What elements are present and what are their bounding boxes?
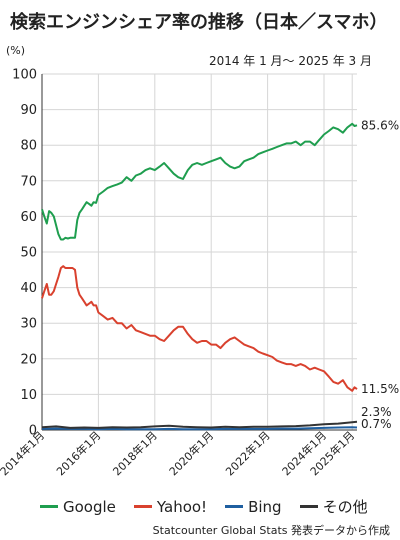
- y-axis-unit: (%): [6, 44, 26, 57]
- chart-title: 検索エンジンシェア率の推移（日本／スマホ）: [10, 12, 388, 33]
- x-tick-label-0: 2014年1月: [0, 428, 47, 478]
- series-line-bing: [41, 426, 358, 431]
- y-tick-label-40: 40: [20, 281, 37, 296]
- legend-swatch-google: [40, 505, 58, 508]
- series-line-other: [41, 420, 358, 429]
- y-tick-label-100: 100: [12, 68, 37, 83]
- end-label-other: 2.3%: [361, 405, 392, 419]
- legend-swatch-yahoo: [133, 505, 152, 508]
- legend-label-bing: Bing: [248, 497, 282, 516]
- source-note: Statcounter Global Stats 発表データから作成: [152, 524, 390, 537]
- series-line-yahoo: [41, 265, 358, 392]
- legend-item-bing: Bing: [225, 496, 282, 517]
- x-tick-label-1: 2016年1月: [53, 428, 103, 478]
- y-tick-label-30: 30: [20, 317, 37, 332]
- x-tick-label-3: 2020年1月: [166, 428, 216, 478]
- y-tick-label-80: 80: [20, 139, 37, 154]
- chart-subtitle: 2014 年 1 月～ 2025 年 3 月: [208, 54, 372, 68]
- x-tick-label-4: 2022年1月: [223, 428, 273, 478]
- legend-swatch-bing: [225, 505, 244, 508]
- legend-swatch-other: [299, 505, 318, 508]
- end-label-yahoo: 11.5%: [361, 382, 399, 396]
- legend-item-google: Google: [40, 496, 116, 517]
- x-tick-label-2: 2018年1月: [110, 428, 160, 478]
- legend-label-google: Google: [63, 497, 116, 516]
- y-tick-label-60: 60: [20, 210, 37, 225]
- legend: Google Yahoo! Bing その他: [40, 496, 368, 517]
- y-tick-label-10: 10: [20, 388, 37, 403]
- y-tick-label-90: 90: [20, 103, 37, 118]
- y-tick-label-70: 70: [20, 174, 37, 189]
- legend-label-yahoo: Yahoo!: [156, 497, 208, 516]
- end-label-google: 85.6%: [361, 118, 399, 132]
- legend-item-yahoo: Yahoo!: [133, 496, 208, 517]
- legend-item-other: その他: [299, 496, 368, 517]
- end-label-bing: 0.7%: [361, 417, 392, 431]
- y-tick-label-20: 20: [20, 352, 37, 367]
- series-line-google: [41, 122, 358, 241]
- y-tick-label-50: 50: [20, 246, 37, 261]
- y-tick-label-0: 0: [29, 424, 37, 439]
- legend-label-other: その他: [322, 498, 368, 516]
